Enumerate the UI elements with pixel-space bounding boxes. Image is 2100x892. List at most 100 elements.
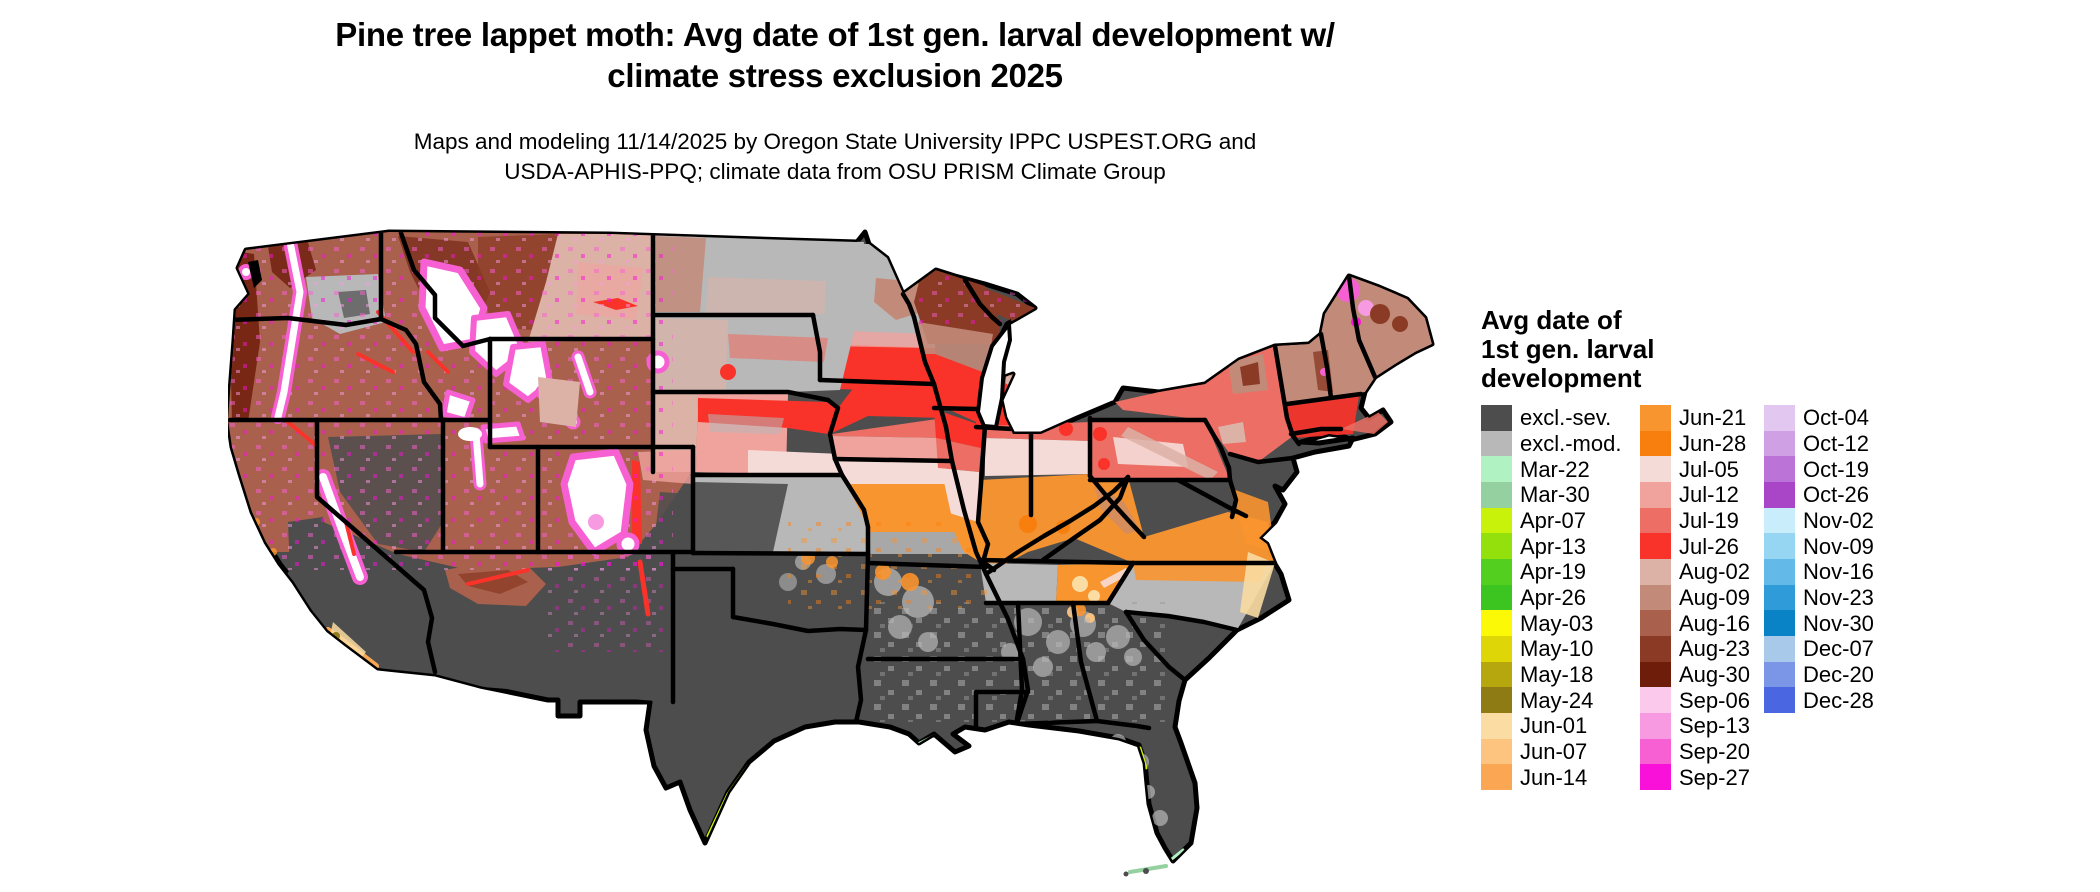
legend-swatch — [1481, 481, 1512, 508]
legend-swatch — [1764, 456, 1795, 482]
legend-entry: Jun-01 — [1481, 712, 1621, 739]
legend-swatch — [1640, 405, 1671, 431]
legend-swatch — [1640, 764, 1671, 790]
legend-swatch — [1764, 610, 1795, 636]
legend-label: Oct-19 — [1803, 456, 1870, 482]
legend-label: Aug-02 — [1679, 559, 1750, 585]
legend-entry: Dec-20 — [1764, 661, 1874, 688]
legend-entry: Nov-16 — [1764, 558, 1874, 585]
legend-label: Jun-21 — [1679, 405, 1747, 431]
legend-label: Aug-09 — [1679, 584, 1750, 610]
legend-entry: Apr-26 — [1481, 584, 1621, 611]
legend-label: Jun-01 — [1520, 713, 1588, 739]
legend-entry: Nov-30 — [1764, 610, 1874, 636]
legend-swatch — [1481, 738, 1512, 765]
legend-entry: Jul-26 — [1640, 533, 1750, 559]
legend-entry: Jul-19 — [1640, 507, 1750, 534]
legend-entry: Dec-07 — [1764, 635, 1874, 662]
us-map — [225, 222, 1438, 886]
legend-swatch — [1764, 661, 1795, 688]
legend-entry: Sep-27 — [1640, 764, 1750, 790]
legend-entry: excl.-mod. — [1481, 430, 1622, 457]
legend-swatch — [1764, 635, 1795, 662]
legend-label: Oct-26 — [1803, 482, 1870, 508]
legend-swatch — [1481, 764, 1512, 790]
legend-label: Jul-12 — [1679, 482, 1739, 508]
legend-swatch — [1640, 610, 1671, 636]
legend-entry: May-18 — [1481, 661, 1621, 688]
legend-label: Nov-16 — [1803, 559, 1874, 585]
legend-label: Dec-28 — [1803, 687, 1874, 713]
legend-swatch — [1640, 533, 1671, 559]
legend-swatch — [1481, 610, 1512, 636]
legend-entry: Aug-02 — [1640, 558, 1750, 585]
legend-label: Nov-02 — [1803, 507, 1874, 533]
legend-label: excl.-mod. — [1520, 430, 1622, 456]
legend-entry: Jul-05 — [1640, 456, 1750, 482]
legend-entry: Jun-28 — [1640, 430, 1750, 457]
legend-swatch — [1764, 481, 1795, 508]
legend-swatch — [1481, 507, 1512, 534]
legend-swatch — [1481, 405, 1512, 431]
legend-entry: Jun-21 — [1640, 405, 1750, 431]
legend-swatch — [1481, 712, 1512, 739]
legend-entry: Jul-12 — [1640, 481, 1750, 508]
legend-label: May-24 — [1520, 687, 1594, 713]
legend-label: Sep-13 — [1679, 713, 1750, 739]
legend-swatch — [1481, 533, 1512, 559]
puget-sound — [248, 260, 262, 288]
legend-label: May-18 — [1520, 661, 1594, 687]
legend-column-3: Oct-04 Oct-12 Oct-19 Oct-26 Nov-02 Nov-09 Nov-… — [1764, 405, 1874, 713]
legend-label: Aug-30 — [1679, 661, 1750, 687]
legend-entry: Oct-26 — [1764, 481, 1874, 508]
legend-entry: Jun-07 — [1481, 738, 1621, 765]
legend-label: Nov-30 — [1803, 610, 1874, 636]
legend-label: Apr-19 — [1520, 559, 1587, 585]
legend-swatch — [1764, 430, 1795, 457]
legend-swatch — [1481, 635, 1512, 662]
legend-entry: Sep-13 — [1640, 712, 1750, 739]
legend-entry: Mar-22 — [1481, 456, 1621, 482]
legend-entry: Mar-30 — [1481, 481, 1621, 508]
legend-swatch — [1481, 661, 1512, 688]
subtitle-line-1: Maps and modeling 11/14/2025 by Oregon S… — [413, 129, 1257, 154]
legend-title-line-3: development — [1481, 363, 1642, 393]
legend-label: Oct-12 — [1803, 430, 1870, 456]
florida-keys — [1123, 864, 1168, 877]
map-fill-layers — [228, 232, 1432, 861]
legend-swatch — [1640, 481, 1671, 508]
legend-swatch — [1640, 507, 1671, 534]
legend-swatch — [1764, 405, 1795, 431]
legend-swatch — [1640, 456, 1671, 482]
legend-swatch — [1640, 712, 1671, 739]
legend-swatch — [1640, 430, 1671, 457]
legend-swatch — [1481, 430, 1512, 457]
legend-label: Jul-26 — [1679, 533, 1739, 559]
legend-column-1: excl.-sev. excl.-mod. Mar-22 Mar-30 Apr-07 Ap… — [1481, 405, 1621, 790]
legend-swatch — [1640, 584, 1671, 611]
legend-swatch — [1640, 635, 1671, 662]
legend-label: Dec-07 — [1803, 636, 1874, 662]
legend-label: May-10 — [1520, 636, 1594, 662]
legend-entry: Aug-30 — [1640, 661, 1750, 688]
legend-swatch — [1764, 558, 1795, 585]
legend-swatch — [1481, 687, 1512, 713]
legend-title-line-1: Avg date of — [1481, 305, 1622, 335]
legend-entry: Dec-28 — [1764, 687, 1874, 713]
legend-entry: Oct-04 — [1764, 405, 1874, 431]
legend-swatch — [1640, 661, 1671, 688]
legend-entry: May-10 — [1481, 635, 1621, 662]
legend-label: Sep-06 — [1679, 687, 1750, 713]
legend-label: Apr-13 — [1520, 533, 1587, 559]
title-line-2: climate stress exclusion 2025 — [607, 57, 1063, 94]
legend-label: Mar-22 — [1520, 456, 1590, 482]
legend-entry: Apr-13 — [1481, 533, 1621, 559]
legend-entry: Oct-12 — [1764, 430, 1874, 457]
legend-swatch — [1764, 687, 1795, 713]
subtitle-line-2: USDA-APHIS-PPQ; climate data from OSU PR… — [504, 159, 1166, 184]
legend-label: Oct-04 — [1803, 405, 1870, 431]
legend-title: Avg date of 1st gen. larval development — [1481, 306, 1654, 393]
legend-swatch — [1640, 558, 1671, 585]
legend-entry: Sep-06 — [1640, 687, 1750, 713]
